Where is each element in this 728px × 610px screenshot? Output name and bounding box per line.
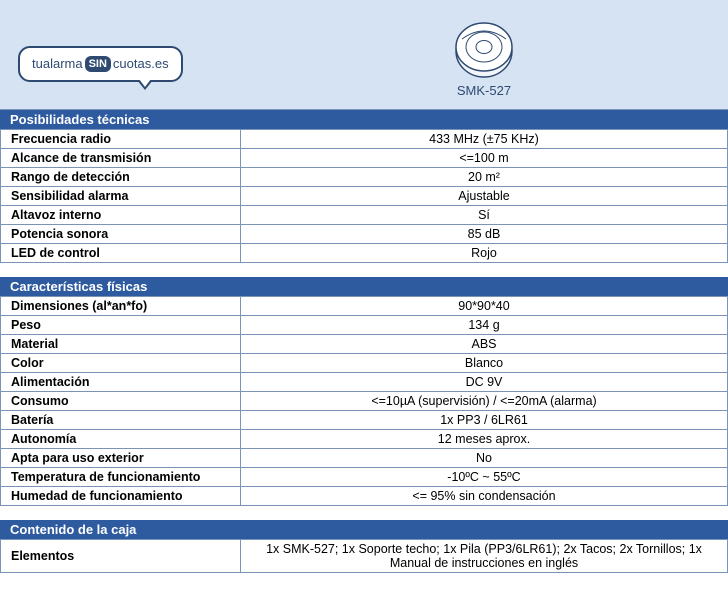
spec-label: Alcance de transmisión (1, 149, 241, 168)
spec-value: 20 m² (241, 168, 728, 187)
table-row: Elementos1x SMK-527; 1x Soporte techo; 1… (1, 540, 728, 573)
product-model: SMK-527 (240, 83, 728, 98)
sections-container: Posibilidades técnicasFrecuencia radio43… (0, 110, 728, 573)
table-row: Temperatura de funcionamiento-10ºC ~ 55º… (1, 468, 728, 487)
spec-value: ABS (241, 335, 728, 354)
spec-value: -10ºC ~ 55ºC (241, 468, 728, 487)
table-row: AlimentaciónDC 9V (1, 373, 728, 392)
spec-table: Dimensiones (al*an*fo)90*90*40Peso134 gM… (0, 296, 728, 506)
spec-label: Rango de detección (1, 168, 241, 187)
spec-table: Elementos1x SMK-527; 1x Soporte techo; 1… (0, 539, 728, 573)
table-row: Consumo<=10µA (supervisión) / <=20mA (al… (1, 392, 728, 411)
spec-label: Apta para uso exterior (1, 449, 241, 468)
spec-value: 85 dB (241, 225, 728, 244)
logo-suffix: cuotas.es (113, 56, 169, 71)
spec-label: LED de control (1, 244, 241, 263)
table-row: Autonomía12 meses aprox. (1, 430, 728, 449)
spec-label: Elementos (1, 540, 241, 573)
spec-value: <=100 m (241, 149, 728, 168)
brand-logo: tualarma SIN cuotas.es (0, 28, 240, 82)
table-row: Dimensiones (al*an*fo)90*90*40 (1, 297, 728, 316)
table-row: Potencia sonora85 dB (1, 225, 728, 244)
spec-value: 433 MHz (±75 KHz) (241, 130, 728, 149)
section-header: Contenido de la caja (0, 520, 728, 539)
spec-value: 134 g (241, 316, 728, 335)
spec-value: <=10µA (supervisión) / <=20mA (alarma) (241, 392, 728, 411)
spec-label: Batería (1, 411, 241, 430)
spec-label: Sensibilidad alarma (1, 187, 241, 206)
brand-bubble: tualarma SIN cuotas.es (18, 46, 183, 82)
logo-prefix: tualarma (32, 56, 83, 71)
section-gap (0, 263, 728, 277)
spec-value: Rojo (241, 244, 728, 263)
spec-value: Sí (241, 206, 728, 225)
table-row: ColorBlanco (1, 354, 728, 373)
spec-label: Potencia sonora (1, 225, 241, 244)
table-row: Humedad de funcionamiento<= 95% sin cond… (1, 487, 728, 506)
spec-label: Autonomía (1, 430, 241, 449)
spec-value: DC 9V (241, 373, 728, 392)
logo-badge: SIN (85, 56, 111, 72)
spec-label: Altavoz interno (1, 206, 241, 225)
product-column: SMK-527 (240, 11, 728, 98)
spec-label: Frecuencia radio (1, 130, 241, 149)
table-row: Sensibilidad alarmaAjustable (1, 187, 728, 206)
table-row: MaterialABS (1, 335, 728, 354)
product-icon (452, 17, 516, 81)
spec-label: Color (1, 354, 241, 373)
spec-value: Blanco (241, 354, 728, 373)
table-row: Rango de detección20 m² (1, 168, 728, 187)
spec-value: No (241, 449, 728, 468)
spec-label: Humedad de funcionamiento (1, 487, 241, 506)
spec-value: <= 95% sin condensación (241, 487, 728, 506)
spec-label: Consumo (1, 392, 241, 411)
table-row: Alcance de transmisión<=100 m (1, 149, 728, 168)
table-row: Batería1x PP3 / 6LR61 (1, 411, 728, 430)
spec-value: Ajustable (241, 187, 728, 206)
table-row: Frecuencia radio433 MHz (±75 KHz) (1, 130, 728, 149)
spec-label: Material (1, 335, 241, 354)
spec-label: Temperatura de funcionamiento (1, 468, 241, 487)
spec-label: Alimentación (1, 373, 241, 392)
spec-table: Frecuencia radio433 MHz (±75 KHz)Alcance… (0, 129, 728, 263)
section-gap (0, 506, 728, 520)
spec-label: Dimensiones (al*an*fo) (1, 297, 241, 316)
spec-value: 90*90*40 (241, 297, 728, 316)
table-row: Altavoz internoSí (1, 206, 728, 225)
spec-value: 1x PP3 / 6LR61 (241, 411, 728, 430)
spec-value: 1x SMK-527; 1x Soporte techo; 1x Pila (P… (241, 540, 728, 573)
section-header: Características físicas (0, 277, 728, 296)
table-row: LED de controlRojo (1, 244, 728, 263)
table-row: Peso134 g (1, 316, 728, 335)
table-row: Apta para uso exteriorNo (1, 449, 728, 468)
spec-label: Peso (1, 316, 241, 335)
spec-value: 12 meses aprox. (241, 430, 728, 449)
section-header: Posibilidades técnicas (0, 110, 728, 129)
page: tualarma SIN cuotas.es SMK-527 Posibilid… (0, 0, 728, 573)
header: tualarma SIN cuotas.es SMK-527 (0, 0, 728, 110)
